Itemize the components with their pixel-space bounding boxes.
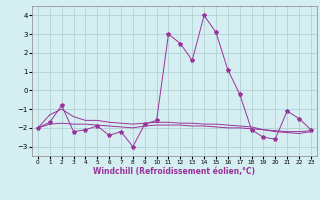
- X-axis label: Windchill (Refroidissement éolien,°C): Windchill (Refroidissement éolien,°C): [93, 167, 255, 176]
